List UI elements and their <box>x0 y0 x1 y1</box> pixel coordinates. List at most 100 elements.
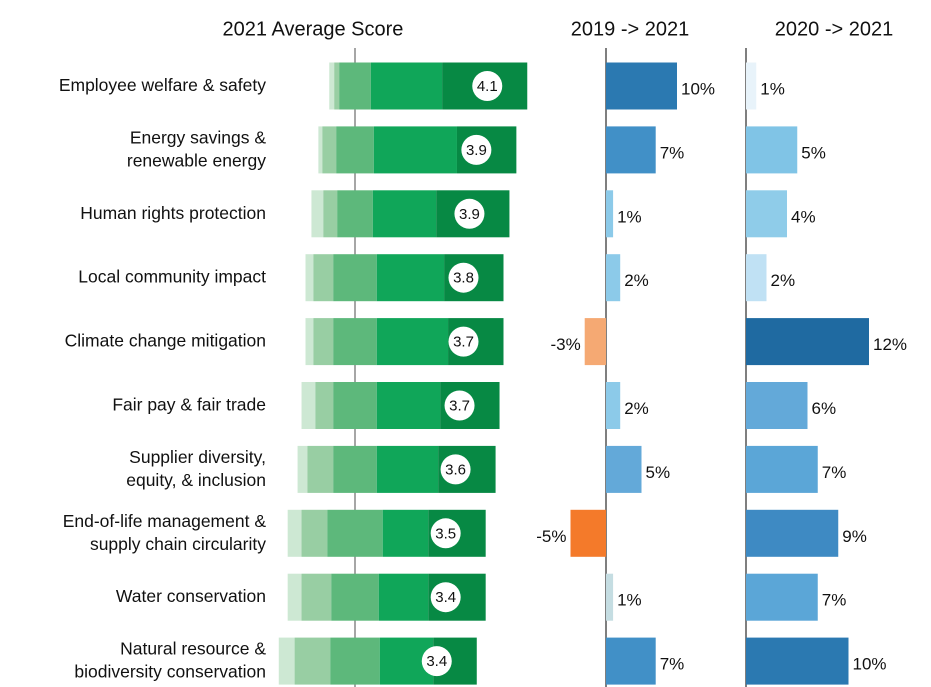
score-label: 3.4 <box>435 589 456 606</box>
category-label: Supplier diversity, equity, & inclusion <box>126 447 266 490</box>
bar <box>606 573 614 621</box>
bar-segment <box>313 318 334 366</box>
bar-segment <box>337 190 373 238</box>
bar <box>606 190 614 238</box>
category-label: Natural resource & biodiversity conservat… <box>74 638 266 681</box>
bar-segment <box>315 382 334 429</box>
bar-segment <box>327 509 383 557</box>
score-badge <box>430 518 461 549</box>
bar <box>606 637 656 685</box>
bar <box>606 126 656 174</box>
bar-segment <box>307 445 334 493</box>
score-label: 3.8 <box>453 270 474 287</box>
score-label: 3.6 <box>445 461 466 478</box>
bar <box>746 254 767 302</box>
category-line: Natural resource & <box>120 638 266 658</box>
category-line: Fair pay & fair trade <box>112 394 266 414</box>
bar-segment <box>334 62 340 110</box>
value-label: 7% <box>822 591 847 610</box>
bar <box>584 318 606 366</box>
panel-title: 2020 -> 2021 <box>775 18 893 40</box>
bar <box>746 382 808 429</box>
category-line: Local community impact <box>78 266 266 286</box>
bar-segment <box>382 509 429 557</box>
value-label: 1% <box>617 591 642 610</box>
bar <box>746 509 839 557</box>
value-label: 1% <box>760 79 785 98</box>
category-line: supply chain circularity <box>90 533 266 553</box>
bar-segment <box>339 62 371 110</box>
bar-segment <box>373 126 457 174</box>
bar <box>606 62 677 110</box>
value-label: 4% <box>791 207 816 226</box>
value-label: 10% <box>853 655 887 674</box>
score-badge <box>454 198 485 229</box>
category-line: Human rights protection <box>80 202 266 222</box>
score-badge <box>440 454 471 485</box>
bar <box>746 190 787 238</box>
score-badge <box>461 134 492 165</box>
score-label: 3.9 <box>466 142 487 159</box>
score-badge <box>430 582 461 613</box>
value-label: 5% <box>801 143 826 162</box>
bar-segment <box>333 382 377 429</box>
value-label: 2% <box>771 271 796 290</box>
category-label: End-of-life management & supply chain cir… <box>63 510 267 553</box>
category-line: equity, & inclusion <box>126 470 266 490</box>
value-label: 7% <box>660 143 685 162</box>
bar-segment <box>287 573 302 621</box>
bar-segment <box>301 573 332 621</box>
bar-segment <box>313 254 334 302</box>
value-label: 5% <box>646 463 671 482</box>
category-line: End-of-life management & <box>63 510 267 530</box>
bar-segment <box>329 62 335 110</box>
category-label: Local community impact <box>78 266 266 286</box>
bar <box>606 254 621 302</box>
value-label: 6% <box>812 399 837 418</box>
bar-segment <box>333 445 377 493</box>
bar-segment <box>378 573 429 621</box>
panel-title: 2021 Average Score <box>223 18 404 40</box>
category-line: Water conservation <box>116 586 266 606</box>
value-label: 2% <box>624 399 649 418</box>
score-badge <box>448 326 479 357</box>
score-label: 3.4 <box>426 653 447 670</box>
bar-segment <box>331 573 379 621</box>
score-badge <box>421 646 452 677</box>
category-label: Human rights protection <box>80 202 266 222</box>
bar-segment <box>333 254 377 302</box>
bar <box>606 382 621 429</box>
score-label: 3.7 <box>449 397 470 414</box>
marks: Employee welfare & safety 4.1 Energy savin… <box>59 62 907 685</box>
category-label: Energy savings & renewable energy <box>127 127 266 170</box>
value-label: 12% <box>873 335 907 354</box>
category-label: Climate change mitigation <box>65 330 266 350</box>
bar-segment <box>376 382 441 429</box>
category-line: Climate change mitigation <box>65 330 266 350</box>
score-label: 3.5 <box>435 525 456 542</box>
value-label: 2% <box>624 271 649 290</box>
bar-segment <box>333 318 377 366</box>
category-line: Energy savings & <box>130 127 267 147</box>
score-badge <box>472 71 503 101</box>
bar-segment <box>287 509 302 557</box>
value-label: 10% <box>681 79 715 98</box>
category-label: Employee welfare & safety <box>59 75 266 95</box>
bar-segment <box>372 190 437 238</box>
bar-segment <box>376 445 439 493</box>
bar-segment <box>311 190 324 238</box>
score-label: 4.1 <box>477 78 498 95</box>
score-label: 3.7 <box>453 334 474 351</box>
bar-segment <box>330 637 380 685</box>
bar <box>746 445 818 493</box>
score-badge <box>444 390 475 421</box>
value-label: -3% <box>550 335 580 354</box>
category-line: biodiversity conservation <box>74 661 266 681</box>
bar <box>746 637 849 685</box>
score-badge <box>448 262 479 293</box>
bar-segment <box>278 637 295 685</box>
bar <box>606 445 642 493</box>
bar-segment <box>305 254 314 302</box>
bar <box>746 62 757 110</box>
